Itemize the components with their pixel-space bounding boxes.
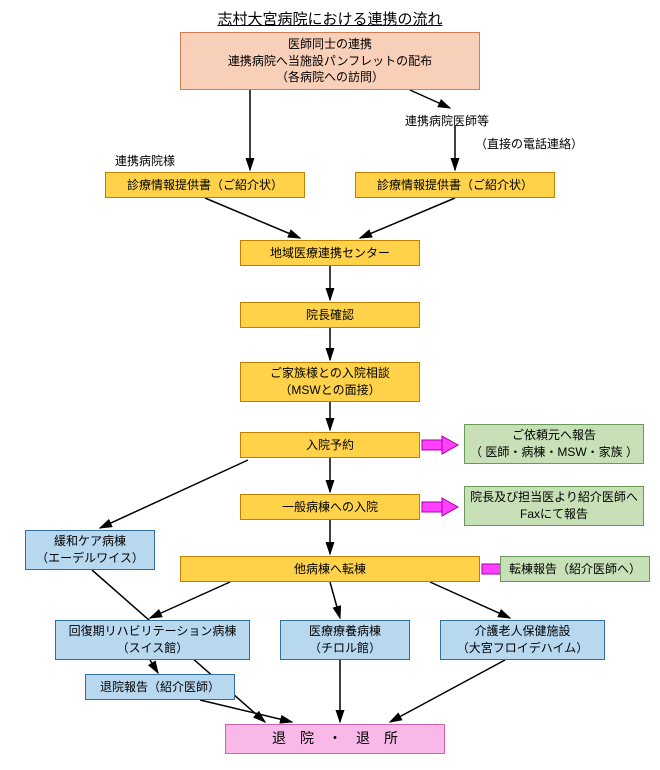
- node-center3: ご家族様との入院相談（MSWとの面接）: [240, 362, 420, 402]
- node-text: Faxにて報告: [520, 506, 588, 523]
- page-title: 志村大宮病院における連携の流れ: [200, 8, 460, 29]
- node-text: 医療療養病棟: [309, 623, 381, 640]
- node-text: （MSWとの面接）: [279, 382, 380, 399]
- node-text: 緩和ケア病棟: [54, 533, 126, 550]
- node-text: 連携病院へ当施設パンフレットの配布: [228, 53, 432, 70]
- label-right_hosp: 連携病院医師等: [405, 112, 489, 129]
- node-palliative: 緩和ケア病棟（エーデルワイス）: [25, 530, 155, 570]
- node-text: 退院報告（紹介医師）: [100, 679, 220, 696]
- flowchart-canvas: 志村大宮病院における連携の流れ 医師同士の連携連携病院へ当施設パンフレットの配布…: [0, 0, 660, 770]
- node-text: 回復期リハビリテーション病棟: [69, 623, 237, 640]
- node-text: 一般病棟への入院: [282, 499, 378, 516]
- node-text: 介護老人保健施設: [474, 623, 570, 640]
- label-phone: （直接の電話連絡）: [475, 135, 583, 152]
- node-text: 退 院 ・ 退 所: [272, 729, 398, 749]
- node-rehab: 回復期リハビリテーション病棟（スイス館）: [55, 620, 250, 660]
- node-top: 医師同士の連携連携病院へ当施設パンフレットの配布（各病院への訪問）: [180, 32, 480, 90]
- node-ref_right: 診療情報提供書（ご紹介状）: [355, 172, 555, 198]
- node-text: 診療情報提供書（ご紹介状）: [127, 177, 283, 194]
- node-center6: 他病棟へ転棟: [180, 556, 480, 582]
- node-text: 転棟報告（紹介医師へ）: [509, 561, 641, 578]
- node-text: 医師同士の連携: [288, 36, 372, 53]
- node-green2: 院長及び担当医より紹介医師へFaxにて報告: [464, 486, 644, 526]
- node-text: （ 医師・病棟・MSW・家族 ）: [470, 444, 638, 461]
- node-text: （各病院への訪問）: [276, 69, 384, 86]
- node-text: ご家族様との入院相談: [270, 365, 390, 382]
- node-text: 診療情報提供書（ご紹介状）: [377, 177, 533, 194]
- node-text: 他病棟へ転棟: [294, 561, 366, 578]
- node-text: （エーデルワイス）: [36, 550, 144, 567]
- node-center4: 入院予約: [240, 432, 420, 458]
- node-text: 院長確認: [306, 307, 354, 324]
- node-text: 院長及び担当医より紹介医師へ: [470, 489, 638, 506]
- label-left_hosp: 連携病院様: [115, 152, 175, 169]
- node-text: （大宮フロイデハイム）: [457, 640, 589, 657]
- node-text: （チロル館）: [309, 640, 381, 657]
- node-text: ご依頼元へ報告: [512, 427, 596, 444]
- node-final: 退 院 ・ 退 所: [225, 724, 445, 754]
- node-text: 入院予約: [306, 437, 354, 454]
- node-text: （スイス館）: [117, 640, 189, 657]
- node-center5: 一般病棟への入院: [240, 494, 420, 520]
- node-text: 地域医療連携センター: [270, 245, 390, 262]
- node-discharge_report: 退院報告（紹介医師）: [85, 674, 235, 700]
- node-green1: ご依頼元へ報告（ 医師・病棟・MSW・家族 ）: [464, 424, 644, 464]
- node-ref_left: 診療情報提供書（ご紹介状）: [105, 172, 305, 198]
- node-center1: 地域医療連携センター: [240, 240, 420, 266]
- node-center2: 院長確認: [240, 302, 420, 328]
- node-care_ward: 医療療養病棟（チロル館）: [280, 620, 410, 660]
- node-elderly: 介護老人保健施設（大宮フロイデハイム）: [440, 620, 605, 660]
- node-green3: 転棟報告（紹介医師へ）: [500, 556, 650, 582]
